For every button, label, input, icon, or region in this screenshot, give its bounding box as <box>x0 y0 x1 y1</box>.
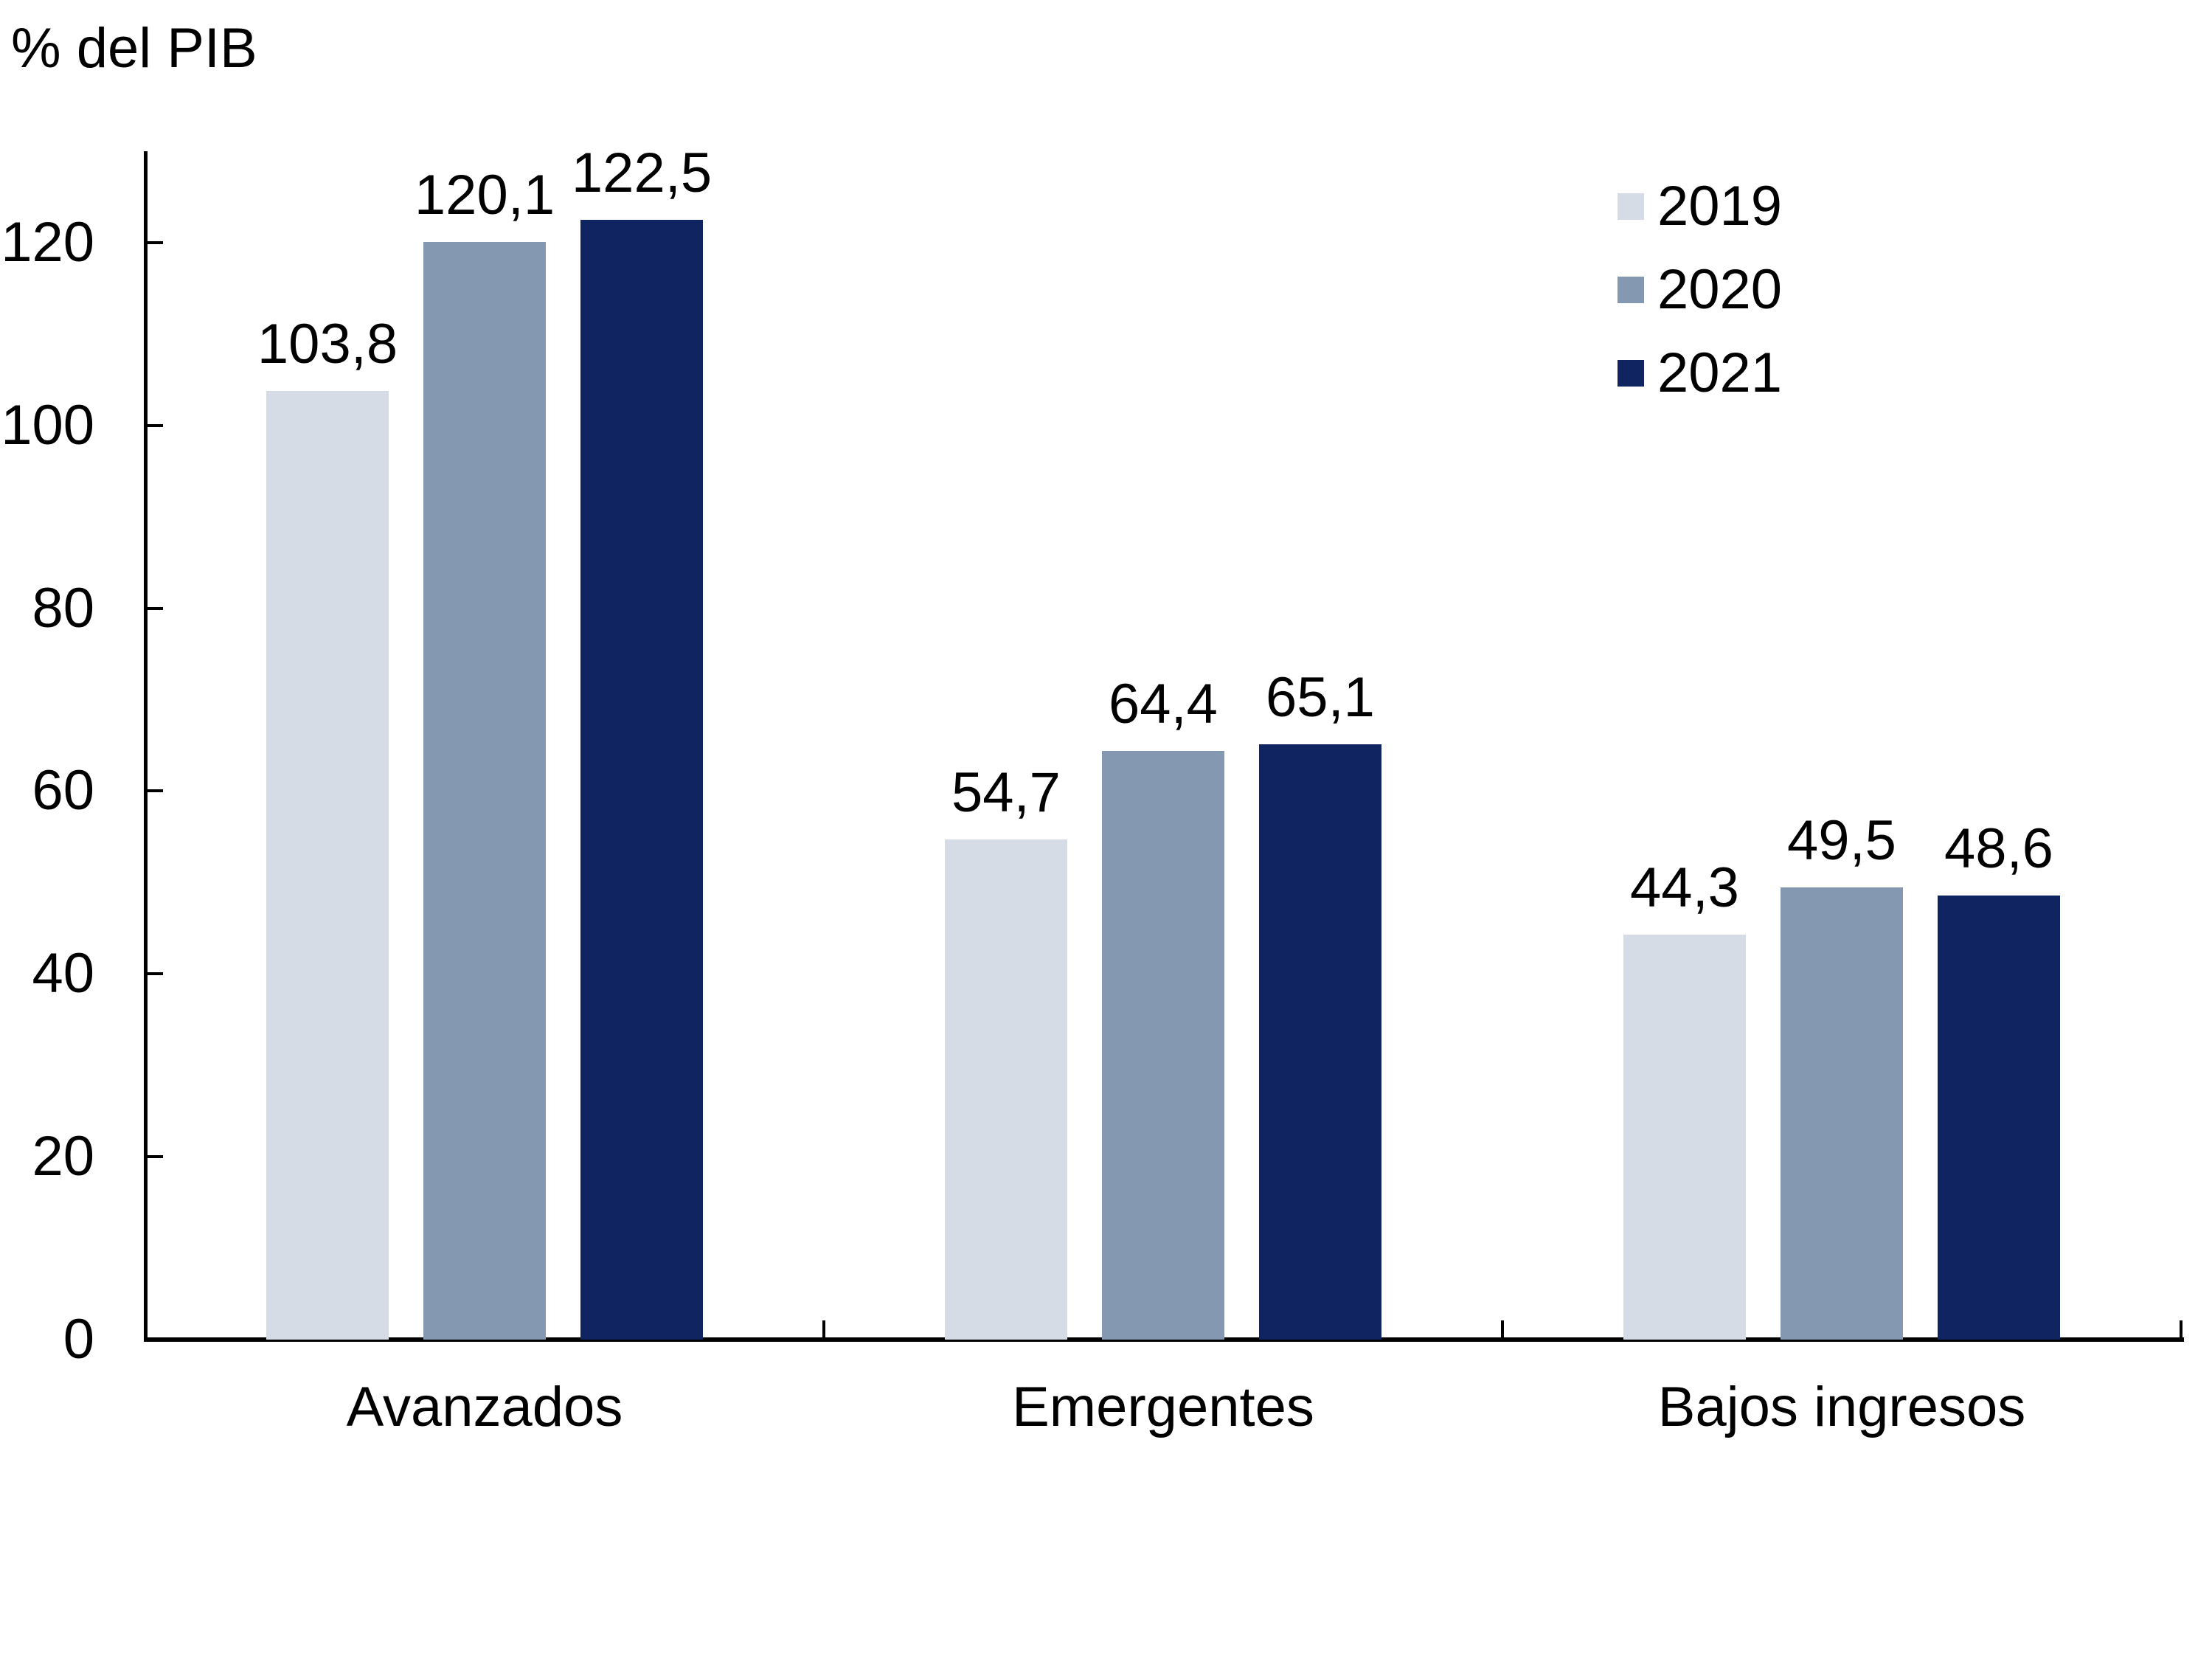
bar-2019 <box>266 390 389 1340</box>
bar-value-label: 103,8 <box>257 312 398 375</box>
legend-item: 2019 <box>1618 173 1782 240</box>
bar-value-label: 54,7 <box>951 761 1061 825</box>
category-label: Avanzados <box>346 1376 623 1438</box>
bar-value-label: 44,3 <box>1630 856 1739 920</box>
legend-swatch <box>1618 360 1644 387</box>
legend-swatch <box>1618 277 1644 303</box>
legend-item: 2021 <box>1618 340 1782 406</box>
y-axis-unit-label: % del PIB <box>11 17 257 80</box>
y-tick <box>145 789 163 793</box>
bar-2021 <box>1938 895 2060 1340</box>
legend-swatch <box>1618 193 1644 220</box>
x-boundary-tick <box>822 1320 825 1340</box>
bar-value-label: 48,6 <box>1944 817 2053 880</box>
y-axis-line <box>144 151 148 1340</box>
bar-2021 <box>580 219 703 1340</box>
y-tick-label: 40 <box>32 942 94 1005</box>
bar-2021 <box>1259 744 1381 1340</box>
y-tick-label: 60 <box>32 759 94 822</box>
legend-label: 2019 <box>1657 175 1783 238</box>
bar-2020 <box>1102 750 1224 1340</box>
legend-item: 2020 <box>1618 257 1782 323</box>
bar-value-label: 120,1 <box>414 163 555 226</box>
bar-2019 <box>945 839 1067 1340</box>
y-tick-label: 0 <box>63 1308 94 1371</box>
y-tick <box>145 423 163 427</box>
bar-value-label: 49,5 <box>1787 808 1896 872</box>
y-tick <box>145 240 163 244</box>
bar-2020 <box>423 241 546 1340</box>
y-tick-label: 80 <box>32 576 94 640</box>
y-tick-label: 120 <box>1 210 94 274</box>
legend-label: 2021 <box>1657 342 1783 404</box>
bar-2019 <box>1623 935 1746 1340</box>
category-label: Bajos ingresos <box>1657 1376 2026 1438</box>
x-boundary-tick <box>2180 1320 2182 1340</box>
category-label: Emergentes <box>1012 1376 1314 1438</box>
x-axis-line <box>144 1337 2184 1342</box>
y-tick-label: 100 <box>1 393 94 457</box>
y-tick <box>145 972 163 976</box>
y-tick-label: 20 <box>32 1125 94 1188</box>
y-tick <box>145 606 163 610</box>
y-tick <box>145 1155 163 1159</box>
bar-2020 <box>1781 887 1903 1340</box>
bar-value-label: 122,5 <box>571 141 713 204</box>
bar-value-label: 65,1 <box>1266 666 1375 730</box>
x-boundary-tick <box>1501 1320 1504 1340</box>
legend-label: 2020 <box>1657 258 1783 321</box>
bar-value-label: 64,4 <box>1109 672 1218 735</box>
